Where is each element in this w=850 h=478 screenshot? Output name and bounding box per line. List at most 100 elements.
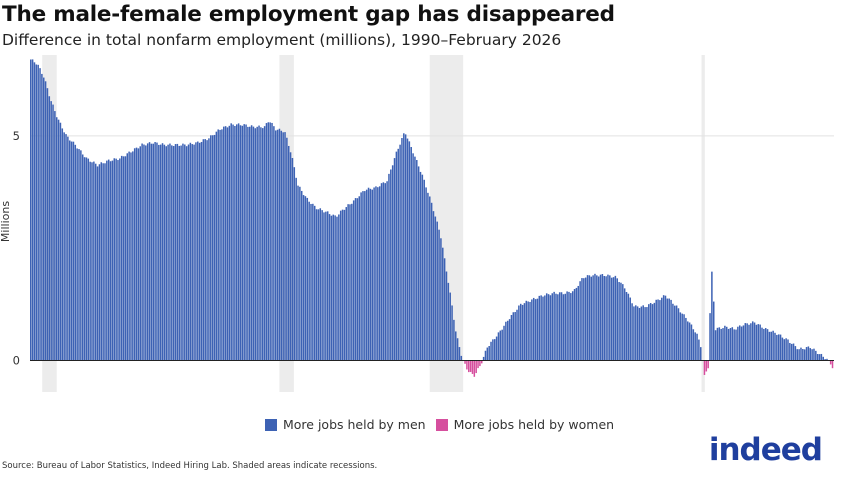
data-bar bbox=[35, 64, 38, 361]
data-bar bbox=[325, 211, 327, 361]
data-bar bbox=[614, 275, 617, 361]
data-bar bbox=[189, 142, 192, 361]
data-bar bbox=[184, 144, 186, 361]
data-bar bbox=[649, 303, 652, 361]
data-bar bbox=[824, 359, 826, 361]
x-tick-label: 2017 bbox=[617, 399, 646, 400]
data-bar bbox=[378, 186, 381, 361]
data-bar bbox=[72, 141, 75, 361]
data-bar bbox=[725, 326, 728, 361]
data-bar bbox=[469, 360, 472, 372]
data-bar bbox=[720, 328, 722, 361]
x-tick-label: 2005 bbox=[349, 399, 378, 400]
data-bar bbox=[466, 360, 468, 370]
data-bar bbox=[343, 209, 346, 361]
data-bar bbox=[688, 322, 691, 361]
data-bar bbox=[289, 152, 292, 361]
chart-title: The male-female employment gap has disap… bbox=[2, 2, 615, 27]
data-bar bbox=[425, 187, 427, 361]
data-bar bbox=[52, 104, 54, 361]
data-bar bbox=[568, 291, 570, 361]
data-bar bbox=[668, 298, 670, 361]
data-bar bbox=[642, 305, 644, 361]
data-bar bbox=[80, 150, 82, 361]
data-bar bbox=[373, 187, 375, 361]
legend-item-men[interactable]: More jobs held by men bbox=[265, 417, 426, 432]
data-bar bbox=[666, 298, 669, 361]
data-bar bbox=[81, 154, 84, 361]
data-bar bbox=[648, 304, 650, 361]
data-bar bbox=[733, 329, 735, 361]
data-bar bbox=[460, 355, 463, 361]
data-bar bbox=[601, 274, 604, 361]
data-bar bbox=[709, 313, 711, 361]
data-bar bbox=[785, 338, 787, 361]
data-bar bbox=[577, 285, 580, 361]
data-bar bbox=[412, 153, 414, 361]
data-bar bbox=[700, 347, 702, 361]
data-bar bbox=[78, 149, 80, 361]
data-bar bbox=[638, 307, 641, 361]
data-bar bbox=[297, 185, 299, 361]
data-bar bbox=[790, 343, 793, 361]
data-bar bbox=[247, 126, 249, 361]
data-bar bbox=[382, 182, 385, 361]
data-bar bbox=[328, 214, 331, 361]
data-bar bbox=[410, 147, 412, 361]
data-bar bbox=[393, 158, 396, 361]
data-bar bbox=[696, 333, 698, 361]
data-bar bbox=[662, 295, 665, 361]
data-bar bbox=[291, 158, 294, 361]
data-bar bbox=[724, 325, 726, 361]
data-bar bbox=[249, 126, 251, 361]
data-bar bbox=[622, 284, 624, 361]
data-bar bbox=[436, 221, 438, 361]
data-bar bbox=[744, 323, 747, 361]
data-bar bbox=[271, 122, 273, 361]
chart-subtitle: Difference in total nonfarm employment (… bbox=[2, 31, 562, 49]
data-bar bbox=[371, 189, 374, 361]
data-bar bbox=[102, 163, 104, 361]
data-bar bbox=[672, 303, 674, 361]
data-bar bbox=[239, 125, 242, 361]
data-bar bbox=[718, 327, 721, 361]
data-bar bbox=[627, 293, 630, 361]
data-bar bbox=[549, 295, 552, 361]
data-bar bbox=[406, 138, 409, 361]
data-bar bbox=[477, 360, 479, 369]
data-bar bbox=[551, 293, 554, 361]
data-bar bbox=[687, 321, 689, 361]
data-bar bbox=[805, 347, 808, 361]
data-bar bbox=[757, 324, 760, 361]
data-bar bbox=[401, 137, 403, 361]
data-bar bbox=[42, 77, 45, 361]
data-bar bbox=[200, 141, 203, 361]
data-bar bbox=[386, 181, 388, 361]
data-bar bbox=[534, 299, 537, 361]
legend-item-women[interactable]: More jobs held by women bbox=[435, 417, 614, 432]
data-bar bbox=[269, 122, 271, 361]
data-bar bbox=[499, 330, 502, 361]
data-bar bbox=[219, 129, 221, 361]
x-tick-label: 2021 bbox=[706, 399, 735, 400]
data-bar bbox=[464, 360, 466, 364]
data-bar bbox=[265, 123, 268, 361]
data-bar bbox=[63, 132, 65, 361]
data-bar bbox=[584, 277, 587, 361]
data-bar bbox=[430, 202, 433, 361]
data-bar bbox=[712, 301, 715, 361]
data-bar bbox=[575, 287, 578, 361]
data-bar bbox=[473, 360, 476, 377]
data-bar bbox=[596, 275, 598, 361]
data-bar bbox=[76, 148, 78, 361]
data-bar bbox=[516, 309, 518, 361]
data-bar bbox=[137, 148, 140, 361]
data-bar bbox=[395, 151, 398, 361]
data-bar bbox=[172, 146, 175, 361]
data-bar bbox=[521, 304, 524, 361]
data-bar bbox=[46, 88, 49, 361]
data-bar bbox=[813, 348, 815, 361]
data-bar bbox=[89, 161, 91, 361]
data-bar bbox=[536, 298, 539, 361]
data-bar bbox=[122, 156, 125, 361]
